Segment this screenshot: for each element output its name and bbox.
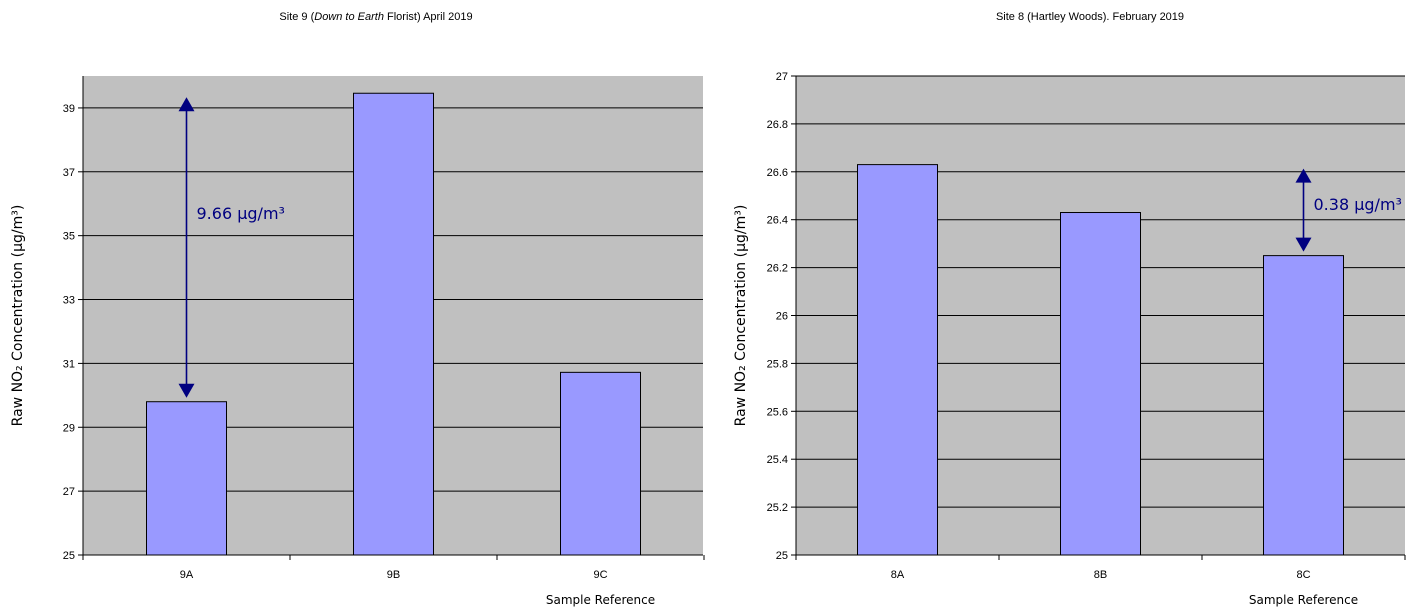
y-tick-label: 29 — [63, 422, 75, 434]
y-tick-label: 33 — [63, 295, 75, 307]
y-axis-label: Raw NO₂ Concentration (µg/m³) — [733, 205, 749, 427]
chart-title-part: Site 9 ( — [279, 11, 314, 23]
y-tick-label: 25.6 — [767, 406, 788, 418]
y-tick-label: 26.4 — [767, 215, 788, 227]
y-tick-label: 39 — [63, 103, 75, 115]
y-tick-label: 26.6 — [767, 167, 788, 179]
x-tick-label: 8A — [891, 569, 905, 581]
bar-9C — [560, 371, 641, 556]
y-tick-label: 26 — [776, 311, 788, 323]
y-tick-label: 25.2 — [767, 502, 788, 514]
y-tick-label: 25.4 — [767, 454, 788, 466]
bar-8B — [1060, 212, 1141, 556]
y-tick-label: 26.2 — [767, 263, 788, 275]
y-tick-label: 27 — [63, 486, 75, 498]
chart-panel-0: Site 9 (Down to Earth Florist) April 201… — [10, 11, 705, 607]
x-axis-label: Sample Reference — [546, 593, 655, 607]
x-tick-label: 8C — [1296, 569, 1310, 581]
bar-8A — [857, 164, 938, 556]
y-tick-label: 25 — [776, 550, 788, 562]
y-tick-label: 25.8 — [767, 358, 788, 370]
annotation-arrowhead-down — [1295, 237, 1312, 252]
bar-9A — [146, 401, 227, 556]
bar-9B — [353, 92, 434, 556]
x-tick-label: 9B — [387, 569, 400, 581]
annotation-label: 9.66 µg/m³ — [197, 204, 285, 223]
annotation-arrowhead-up — [178, 97, 195, 112]
y-tick-label: 37 — [63, 167, 75, 179]
y-axis-label: Raw NO₂ Concentration (µg/m³) — [10, 205, 26, 427]
annotation-arrowhead-up — [1295, 168, 1312, 183]
y-tick-label: 26.8 — [767, 119, 788, 131]
chart-panel-1: Site 8 (Hartley Woods). February 2019 25 2… — [733, 11, 1406, 607]
y-tick-label: 27 — [776, 71, 788, 83]
annotation-arrowhead-down — [178, 383, 195, 398]
chart-title-part: Site 8 (Hartley Woods). February 2019 — [996, 11, 1184, 23]
chart-title: Site 8 (Hartley Woods). February 2019 — [996, 11, 1184, 23]
y-tick-label: 31 — [63, 358, 75, 370]
y-tick-label: 25 — [63, 550, 75, 562]
x-tick-label: 8B — [1094, 569, 1107, 581]
x-tick-label: 9C — [593, 569, 607, 581]
x-tick-label: 9A — [180, 569, 194, 581]
chart-title-part: Florist) April 2019 — [384, 11, 473, 23]
chart-title-italic: Down to Earth — [314, 11, 384, 23]
annotation-label: 0.38 µg/m³ — [1314, 195, 1402, 214]
y-tick-label: 35 — [63, 231, 75, 243]
chart-title: Site 9 (Down to Earth Florist) April 201… — [279, 11, 472, 23]
bar-8C — [1263, 255, 1344, 556]
x-axis-label: Sample Reference — [1249, 593, 1358, 607]
